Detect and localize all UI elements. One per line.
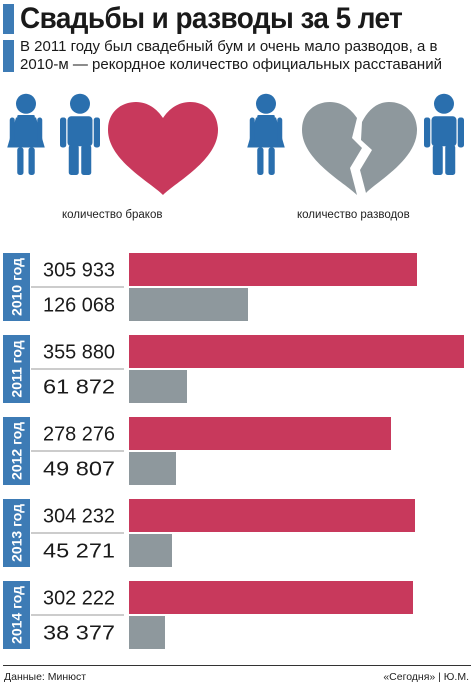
legend-illustration: количество браков количество разводов <box>0 90 475 230</box>
legend-marriages-label: количество браков <box>62 209 163 221</box>
value-label-marriages: 355 880 <box>43 342 115 364</box>
value-label-divorces: 45 271 <box>43 541 115 563</box>
man-icon <box>424 93 464 175</box>
bar-divorces <box>129 534 172 567</box>
year-group: 2014 год 302 222 38 377 <box>3 581 413 649</box>
year-group: 2012 год 278 276 49 807 <box>3 417 391 485</box>
year-label-bg <box>3 417 30 485</box>
year-group: 2010 год 305 933 126 068 <box>3 253 417 321</box>
bar-marriages <box>129 581 413 614</box>
value-label-divorces: 126 068 <box>43 295 115 317</box>
data-source: Данные: Минюст <box>4 671 87 683</box>
bar-divorces <box>129 452 176 485</box>
bar-marriages <box>129 253 417 286</box>
value-label-divorces: 49 807 <box>43 459 115 481</box>
heart-icon <box>108 102 218 195</box>
year-label-bg <box>3 581 30 649</box>
year-group: 2013 год 304 232 45 271 <box>3 499 415 567</box>
bar-marriages <box>129 499 415 532</box>
woman-icon <box>247 93 285 175</box>
year-label-bg <box>3 499 30 567</box>
bar-marriages <box>129 335 464 368</box>
value-label-marriages: 304 232 <box>43 506 115 528</box>
marriage-divorce-bar-chart: 2010 год 305 933 126 068 2011 год 355 880 61 … <box>0 245 475 655</box>
bar-marriages <box>129 417 391 450</box>
value-label-marriages: 278 276 <box>43 424 115 446</box>
bar-divorces <box>129 370 187 403</box>
legend-divorces-label: количество разводов <box>297 209 410 221</box>
value-label-marriages: 305 933 <box>43 260 115 282</box>
year-group: 2011 год 355 880 61 872 <box>3 335 464 403</box>
year-label-bg <box>3 253 30 321</box>
value-label-marriages: 302 222 <box>43 588 115 610</box>
chart-svg: 2010 год 305 933 126 068 2011 год 355 880 61 … <box>3 253 464 649</box>
page-subtitle: В 2011 году был свадебный бум и очень ма… <box>20 38 442 73</box>
year-label: 2013 год <box>9 504 25 562</box>
subtitle-accent-bar <box>3 40 14 72</box>
broken-heart-icon <box>302 102 417 195</box>
bar-divorces <box>129 288 248 321</box>
woman-icon <box>7 93 45 175</box>
year-label-bg <box>3 335 30 403</box>
value-label-divorces: 38 377 <box>43 623 115 645</box>
year-label: 2011 год <box>9 340 25 397</box>
year-label: 2012 год <box>9 422 25 480</box>
title-accent-bar <box>3 4 14 34</box>
bar-divorces <box>129 616 165 649</box>
man-icon <box>60 93 100 175</box>
footer-divider <box>3 665 471 666</box>
credit: «Сегодня» | Ю.М. <box>383 671 469 683</box>
legend-icons <box>7 93 464 195</box>
value-label-divorces: 61 872 <box>43 377 115 399</box>
year-label: 2014 год <box>9 586 25 644</box>
year-label: 2010 год <box>9 258 25 316</box>
page-title: Свадьбы и разводы за 5 лет <box>20 2 403 35</box>
